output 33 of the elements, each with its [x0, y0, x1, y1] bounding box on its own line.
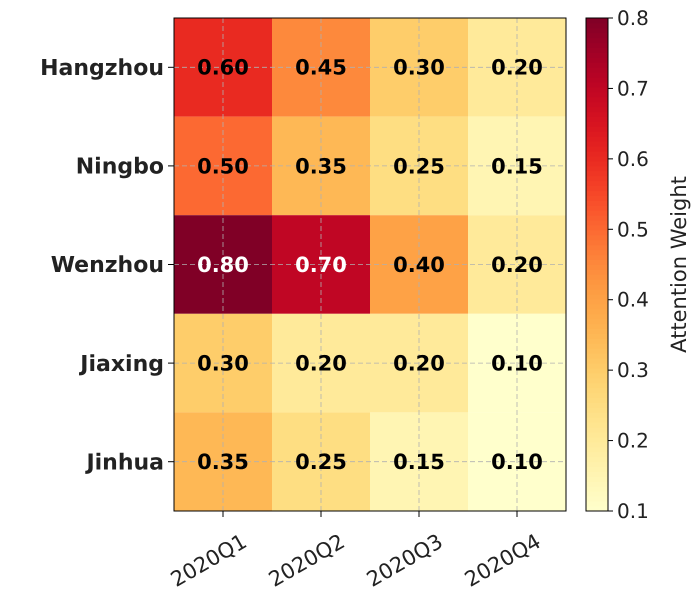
data-label: 0.20 [393, 351, 445, 376]
data-label: 0.10 [491, 351, 543, 376]
data-label: 0.30 [393, 56, 445, 80]
data-label: 0.40 [393, 252, 445, 277]
color-bar-label: 0.4 [617, 288, 649, 312]
color-bar-label: 0.1 [617, 499, 649, 523]
color-bar-label: 0.3 [617, 358, 649, 382]
data-label: 0.30 [197, 351, 249, 376]
y-tick-label: Jiaxing [78, 352, 164, 377]
data-label: 0.80 [197, 252, 249, 277]
color-bar-label: 0.5 [617, 217, 649, 242]
color-bar-label: 0.2 [617, 428, 649, 453]
data-label: 0.10 [491, 450, 543, 474]
data-label: 0.15 [491, 154, 543, 178]
data-label: 0.15 [393, 450, 445, 474]
data-label: 0.35 [295, 154, 347, 178]
color-bar-label: 0.6 [617, 146, 649, 171]
data-label: 0.20 [491, 56, 543, 80]
data-label: 0.25 [393, 154, 445, 178]
y-tick-label: Jinhua [84, 450, 164, 476]
data-label: 0.45 [295, 56, 347, 80]
color-bar-title: Attention Weight [667, 176, 691, 353]
data-label: 0.20 [295, 351, 347, 376]
data-label: 0.20 [491, 252, 543, 277]
y-tick-label: Wenzhou [50, 253, 164, 278]
data-label: 0.50 [197, 154, 249, 178]
y-tick-label: Ningbo [76, 154, 164, 180]
data-label: 0.35 [197, 450, 249, 474]
data-label: 0.25 [295, 450, 347, 474]
color-bar-label: 0.8 [617, 6, 649, 30]
y-tick-label: Hangzhou [40, 56, 164, 81]
data-label: 0.70 [295, 252, 347, 277]
color-bar-label: 0.7 [617, 76, 649, 100]
